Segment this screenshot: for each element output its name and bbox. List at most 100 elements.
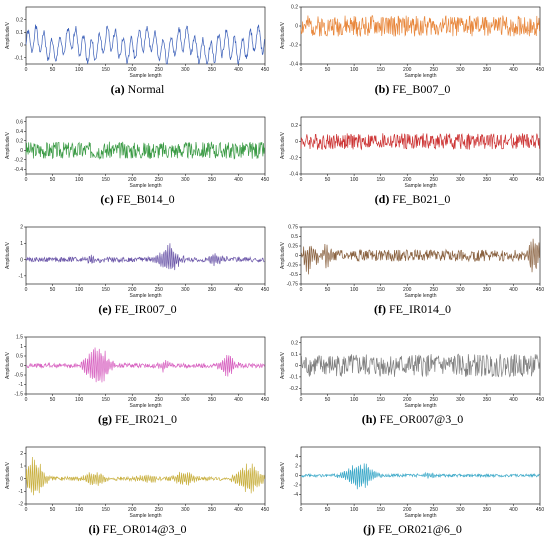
- y-tick-label: 0.2: [291, 340, 298, 346]
- x-axis-label: Sample length: [405, 513, 437, 519]
- caption-label: FE_IR007_0: [111, 302, 177, 316]
- x-tick-label: 100: [350, 507, 359, 513]
- y-tick-label: -1: [19, 274, 24, 280]
- chart-panel-5: 0 50 100 150 200 250 300 350 400 450 -1 0 1 2 Sample l…: [0, 220, 275, 330]
- chart-caption: (j) FE_OR021@6_0: [275, 522, 550, 537]
- chart-caption: (g) FE_IR021_0: [0, 412, 275, 427]
- x-tick-label: 0: [300, 507, 303, 513]
- x-tick-label: 400: [509, 67, 518, 73]
- y-tick-label: 0.2: [291, 5, 298, 11]
- y-tick-label: 0.6: [16, 119, 23, 125]
- y-tick-label: 0.2: [291, 123, 298, 129]
- series-line: [25, 24, 265, 65]
- y-axis-label: Amplitude/V: [5, 351, 11, 379]
- y-tick-label: 0: [295, 24, 298, 30]
- series-line: [25, 347, 265, 383]
- x-tick-label: 250: [430, 177, 439, 183]
- x-tick-label: 300: [456, 67, 465, 73]
- x-tick-label: 200: [403, 177, 412, 183]
- x-tick-label: 100: [75, 287, 84, 293]
- caption-letter: (h): [361, 412, 377, 426]
- x-tick-label: 350: [483, 287, 492, 293]
- x-tick-label: 350: [208, 397, 217, 403]
- caption-letter: (d): [374, 192, 390, 206]
- x-tick-label: 300: [181, 67, 190, 73]
- x-axis-label: Sample length: [130, 183, 162, 189]
- x-tick-label: 50: [325, 397, 331, 403]
- y-tick-label: -0.2: [289, 155, 298, 161]
- x-tick-label: 0: [25, 397, 28, 403]
- x-tick-label: 150: [101, 287, 110, 293]
- caption-label: FE_IR014_0: [385, 302, 451, 316]
- x-axis-label: Sample length: [405, 403, 437, 409]
- y-axis-label: Amplitude/V: [280, 241, 286, 269]
- y-tick-label: 0.2: [16, 138, 23, 144]
- chart-panel-8: 0 50 100 150 200 250 300 350 400 450 -0.2 -0.1 0 0.1 0…: [275, 330, 550, 440]
- y-tick-label: 1: [20, 464, 23, 470]
- x-tick-label: 150: [376, 507, 385, 513]
- x-tick-label: 450: [261, 177, 270, 183]
- x-tick-label: 300: [456, 287, 465, 293]
- y-tick-label: -0.2: [289, 386, 298, 392]
- y-tick-label: 0.75: [288, 225, 298, 231]
- x-tick-label: 0: [25, 507, 28, 513]
- chart-caption: (a) Normal: [0, 82, 275, 97]
- y-tick-label: 1: [20, 344, 23, 350]
- series-line: [25, 141, 265, 160]
- x-axis-label: Sample length: [130, 513, 162, 519]
- x-tick-label: 300: [181, 397, 190, 403]
- y-tick-label: 2: [20, 225, 23, 231]
- x-tick-label: 200: [128, 397, 137, 403]
- x-tick-label: 450: [536, 397, 545, 403]
- caption-label: FE_OR007@3_0: [376, 412, 464, 426]
- caption-letter: (e): [98, 302, 112, 316]
- x-tick-label: 250: [430, 67, 439, 73]
- x-tick-label: 200: [128, 507, 137, 513]
- x-tick-label: 0: [300, 397, 303, 403]
- chart-panel-9: 0 50 100 150 200 250 300 350 400 450 -2 -1 0 1 2 Sample…: [0, 440, 275, 550]
- series-line: [300, 463, 540, 490]
- x-tick-label: 0: [300, 67, 303, 73]
- x-tick-label: 200: [128, 287, 137, 293]
- x-tick-label: 300: [181, 287, 190, 293]
- y-tick-label: 1: [20, 241, 23, 247]
- plot-frame: [300, 116, 541, 175]
- y-tick-label: -1: [19, 489, 24, 495]
- y-tick-label: 0: [20, 43, 23, 49]
- x-tick-label: 100: [350, 397, 359, 403]
- caption-letter: (i): [88, 522, 100, 536]
- x-tick-label: 200: [403, 287, 412, 293]
- x-tick-label: 400: [234, 397, 243, 403]
- x-tick-label: 0: [25, 287, 28, 293]
- x-tick-label: 200: [128, 67, 137, 73]
- x-tick-label: 300: [456, 177, 465, 183]
- x-tick-label: 100: [350, 287, 359, 293]
- series-line: [300, 353, 540, 378]
- y-tick-label: 0.25: [288, 244, 298, 250]
- x-tick-label: 450: [261, 67, 270, 73]
- y-tick-label: 0: [20, 363, 23, 369]
- series-line: [300, 133, 540, 151]
- y-axis-label: Amplitude/V: [5, 461, 11, 489]
- x-tick-label: 50: [50, 287, 56, 293]
- chart-caption: (h) FE_OR007@3_0: [275, 412, 550, 427]
- y-tick-label: -0.2: [14, 157, 23, 163]
- x-tick-label: 50: [50, 177, 56, 183]
- chart-panel-1: 0 50 100 150 200 250 300 350 400 450 -0.1 0 0.1 0.2 Sa…: [0, 0, 275, 110]
- x-tick-label: 400: [509, 507, 518, 513]
- x-tick-label: 250: [430, 507, 439, 513]
- y-tick-label: -1.5: [14, 392, 23, 398]
- y-tick-label: 0: [295, 253, 298, 259]
- line-chart: 0 50 100 150 200 250 300 350 400 450-0.100.10.2Sa…: [5, 6, 270, 79]
- x-axis-label: Sample length: [130, 73, 162, 79]
- caption-label: FE_IR021_0: [111, 412, 177, 426]
- x-tick-label: 250: [155, 397, 164, 403]
- y-tick-label: -0.75: [287, 282, 299, 288]
- x-tick-label: 300: [456, 507, 465, 513]
- x-tick-label: 350: [483, 507, 492, 513]
- x-tick-label: 100: [75, 67, 84, 73]
- line-chart: 0 50 100 150 200 250 300 350 400 450 -0.2 -0.1 0 0.1 0…: [280, 336, 545, 409]
- x-tick-label: 250: [155, 287, 164, 293]
- y-tick-label: 0.5: [291, 234, 298, 240]
- y-tick-label: -2: [19, 502, 24, 508]
